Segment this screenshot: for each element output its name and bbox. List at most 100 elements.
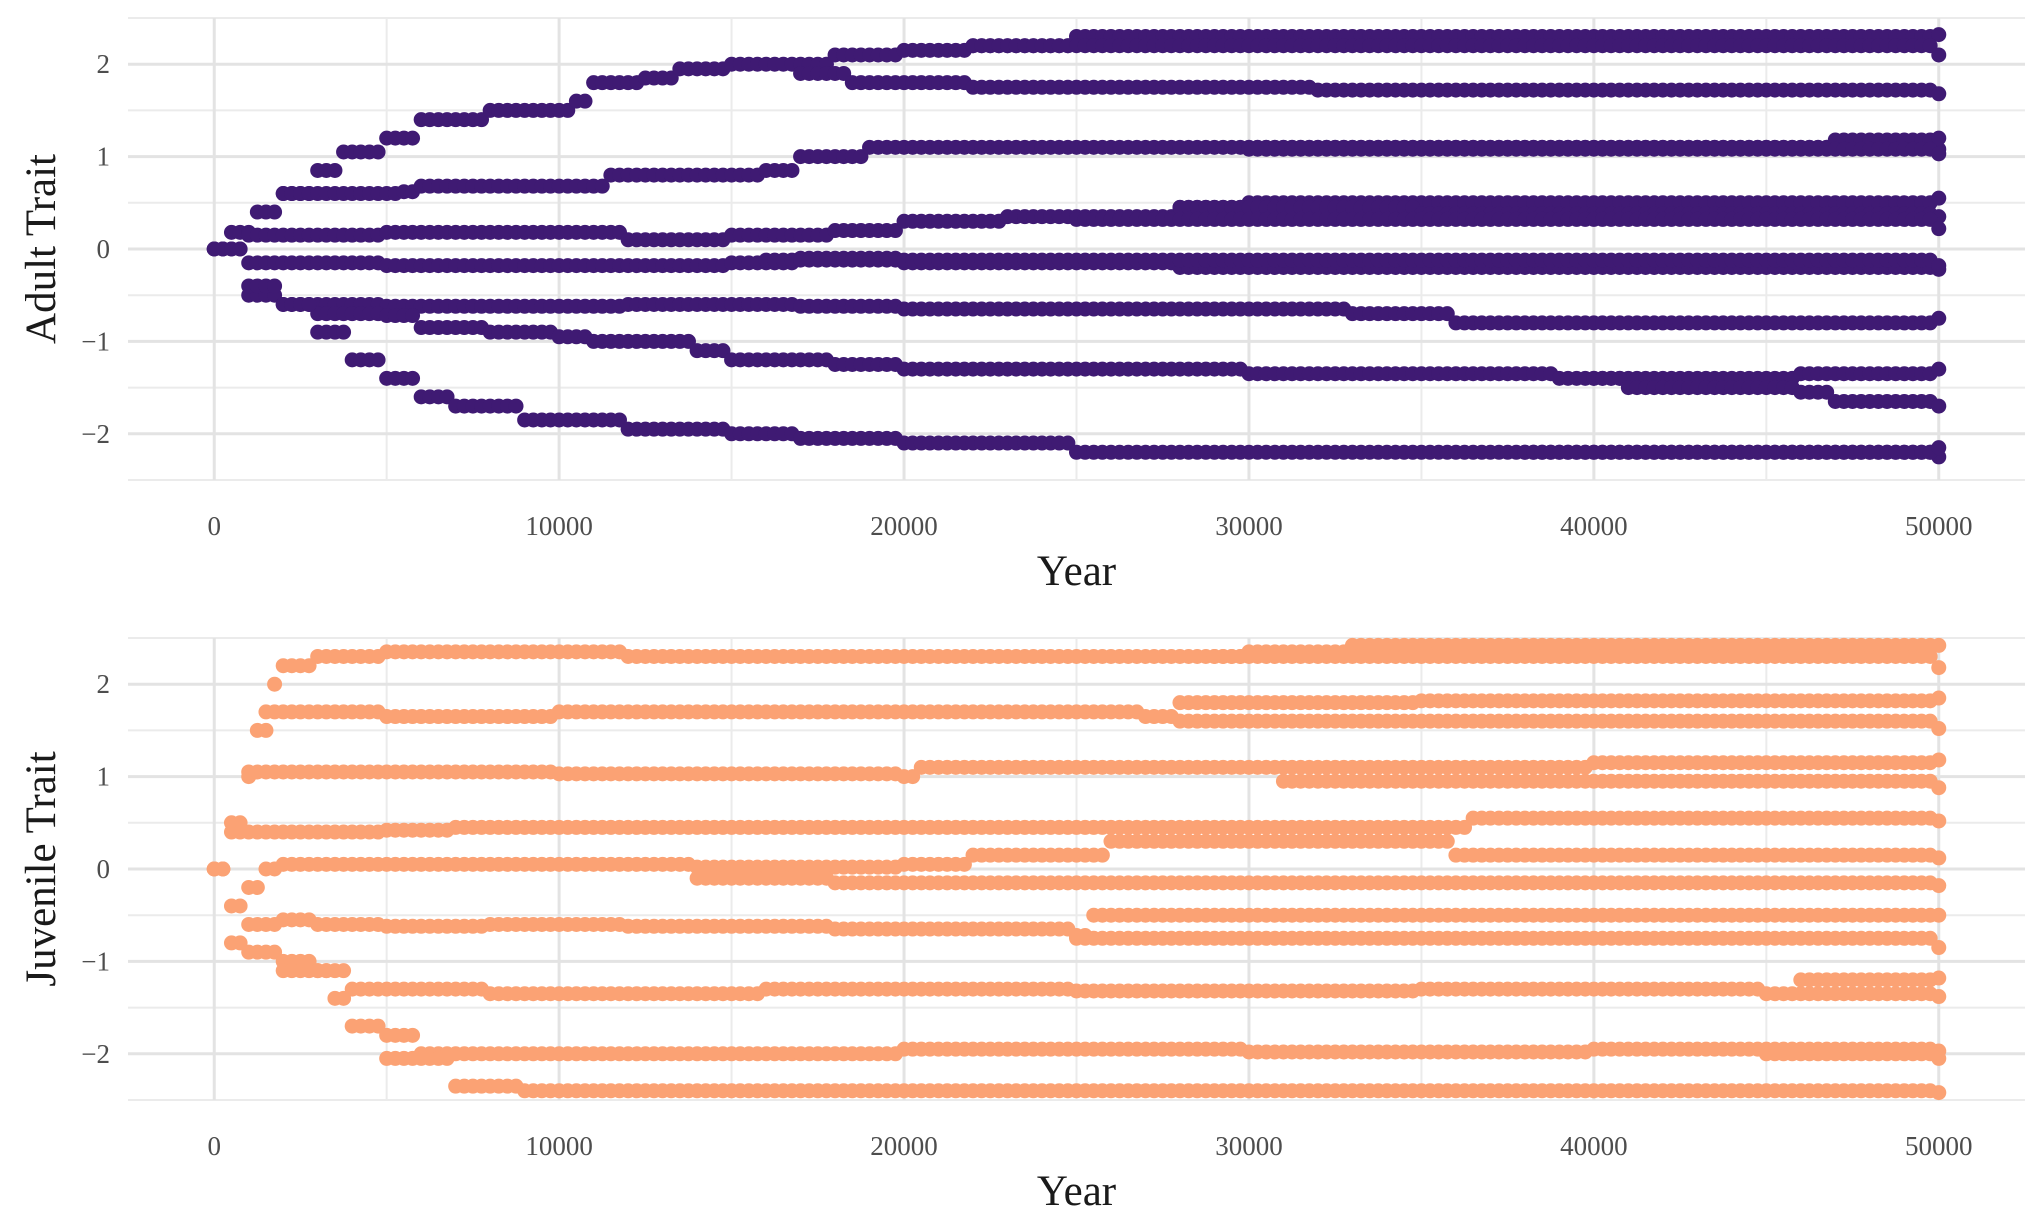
y-tick-label: −1 xyxy=(81,326,110,356)
data-point xyxy=(1931,850,1947,866)
lineage-7 xyxy=(241,833,1947,895)
data-point xyxy=(1931,878,1947,894)
data-point xyxy=(1931,440,1947,456)
y-tick-label: −2 xyxy=(81,1039,110,1069)
data-point xyxy=(1931,86,1947,102)
lineage-11 xyxy=(206,861,1947,1005)
data-point xyxy=(370,352,386,368)
data-point xyxy=(1931,780,1947,796)
data-point xyxy=(1931,310,1947,326)
lineage-5 xyxy=(1241,141,1947,162)
lineage-1 xyxy=(965,38,1947,63)
x-tick-label: 0 xyxy=(207,511,221,541)
x-tick-label: 50000 xyxy=(1905,511,1973,541)
data-point xyxy=(318,963,334,979)
lineage-9 xyxy=(206,861,1947,944)
adult-gridlines xyxy=(128,17,2025,481)
y-tick-label: 2 xyxy=(97,669,111,699)
data-point xyxy=(267,278,283,294)
lineage-13 xyxy=(1586,370,1947,414)
x-tick-label: 30000 xyxy=(1215,511,1283,541)
x-tick-label: 30000 xyxy=(1215,1131,1283,1161)
data-point xyxy=(232,898,248,914)
lineage-2 xyxy=(258,690,1947,725)
lineage-12 xyxy=(310,306,1947,386)
data-point xyxy=(1931,1085,1947,1101)
data-point xyxy=(1931,27,1947,43)
lineage-15 xyxy=(379,1050,1947,1101)
data-point xyxy=(267,204,283,220)
y-tick-label: −1 xyxy=(81,946,110,976)
x-tick-label: 50000 xyxy=(1905,1131,1973,1161)
data-point xyxy=(1094,847,1110,863)
lineage-1 xyxy=(1206,648,1947,676)
data-point xyxy=(405,308,421,324)
data-point xyxy=(1931,940,1947,956)
data-point xyxy=(1931,989,1947,1005)
juvenile-x-axis: 0 10000 20000 30000 40000 50000 xyxy=(207,1131,1972,1161)
y-tick-label: 2 xyxy=(97,49,111,79)
data-point xyxy=(1931,398,1947,414)
data-point xyxy=(405,1027,421,1043)
lineage-6 xyxy=(223,810,1947,840)
x-tick-label: 0 xyxy=(207,1131,221,1161)
x-tick-label: 20000 xyxy=(870,1131,938,1161)
lineage-2 xyxy=(793,65,1947,102)
lineage-10 xyxy=(758,252,1947,274)
lineage-8 xyxy=(1069,211,1947,237)
data-point xyxy=(594,178,610,194)
adult-data-points xyxy=(206,27,1947,465)
data-point xyxy=(577,93,593,109)
lineage-4 xyxy=(241,752,1947,785)
y-tick-label: 0 xyxy=(97,854,111,884)
y-tick-label: −2 xyxy=(81,419,110,449)
x-tick-label: 10000 xyxy=(525,1131,593,1161)
lineage-12 xyxy=(1793,970,1947,988)
data-point xyxy=(1931,660,1947,676)
data-point xyxy=(1931,146,1947,162)
data-point xyxy=(1439,833,1455,849)
data-point xyxy=(336,324,352,340)
data-point xyxy=(336,963,352,979)
juvenile-data-points xyxy=(206,637,1947,1101)
lineage-10 xyxy=(1069,930,1947,956)
data-point xyxy=(1931,690,1947,706)
data-point xyxy=(249,879,265,895)
adult-x-axis: 0 10000 20000 30000 40000 50000 xyxy=(207,511,1972,541)
lineage-5 xyxy=(1275,773,1947,796)
data-point xyxy=(1931,221,1947,237)
data-point xyxy=(1931,258,1947,274)
y-tick-label: 1 xyxy=(97,142,111,172)
data-point xyxy=(215,861,231,877)
data-point xyxy=(301,296,317,312)
lineage-14 xyxy=(1758,1046,1947,1066)
lineage-3 xyxy=(1172,713,1947,737)
data-point xyxy=(1931,907,1947,923)
data-point xyxy=(336,990,352,1006)
data-point xyxy=(784,162,800,178)
adult-x-axis-title: Year xyxy=(1037,548,1116,595)
x-tick-label: 10000 xyxy=(525,511,593,541)
y-tick-label: 0 xyxy=(97,234,111,264)
data-point xyxy=(1931,970,1947,986)
juvenile-x-axis-title: Year xyxy=(1037,1168,1116,1215)
y-tick-label: 1 xyxy=(97,762,111,792)
data-point xyxy=(232,241,248,257)
data-point xyxy=(327,162,343,178)
data-point xyxy=(1931,721,1947,737)
lineage-8 xyxy=(689,870,1947,894)
data-point xyxy=(439,1050,455,1066)
juvenile-y-axis: −2 −1 0 1 2 xyxy=(81,669,110,1069)
data-point xyxy=(405,130,421,146)
lineage-13 xyxy=(275,963,1947,1062)
data-point xyxy=(1931,47,1947,63)
data-point xyxy=(1931,637,1947,653)
adult-y-axis: −2 −1 0 1 2 xyxy=(81,49,110,449)
data-point xyxy=(267,676,283,692)
data-point xyxy=(1931,752,1947,768)
data-point xyxy=(405,370,421,386)
x-tick-label: 40000 xyxy=(1560,1131,1628,1161)
